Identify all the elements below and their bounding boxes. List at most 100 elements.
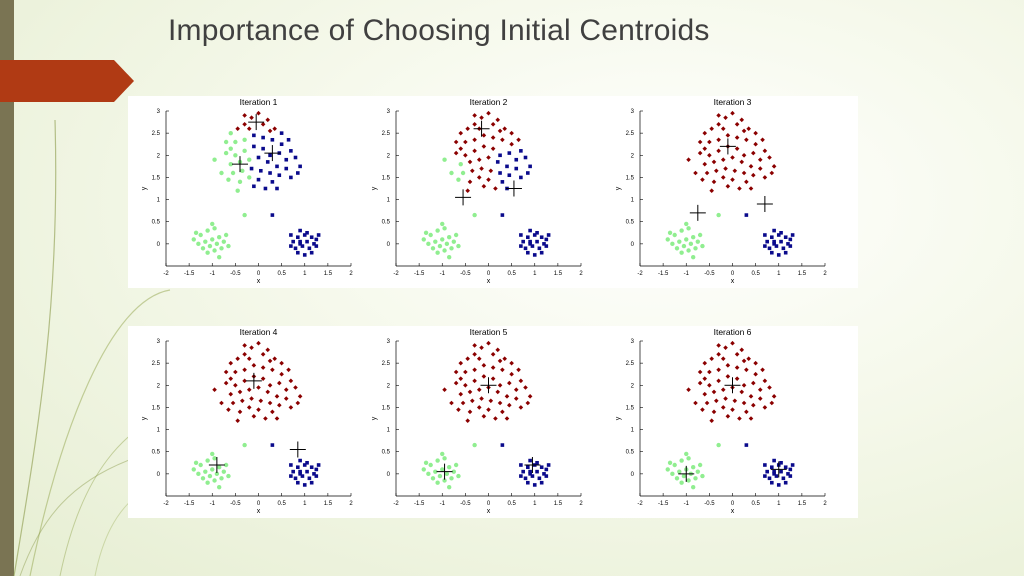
point-blue (539, 480, 544, 485)
y-tick-label: 2.5 (382, 131, 391, 137)
y-tick-label: 0.5 (382, 220, 391, 226)
y-tick-label: 0 (387, 472, 391, 478)
point-blue (528, 239, 532, 244)
y-tick-label: 2.5 (152, 361, 161, 367)
point-red (769, 170, 775, 176)
point-blue (526, 235, 530, 240)
point-green (193, 460, 199, 465)
point-green (472, 212, 477, 218)
point-green (247, 157, 252, 162)
point-red (741, 358, 747, 364)
y-axis-label: y (141, 186, 148, 190)
x-tick-label: -1.5 (658, 501, 669, 507)
point-green (665, 467, 670, 472)
point-blue (542, 242, 546, 246)
x-tick-label: 1 (303, 271, 307, 277)
point-green (440, 221, 445, 227)
x-tick-label: -0.5 (704, 271, 715, 277)
point-green (207, 473, 213, 479)
point-red (283, 387, 289, 393)
point-red (272, 356, 277, 362)
point-red (458, 360, 464, 366)
point-green (198, 232, 203, 238)
point-red (490, 121, 496, 127)
point-green (453, 462, 459, 468)
point-green (235, 188, 240, 193)
point-green (423, 460, 429, 465)
point-red (233, 369, 238, 375)
point-green (667, 230, 673, 235)
point-red (730, 407, 735, 412)
point-green (690, 235, 696, 240)
point-red (757, 157, 763, 163)
point-green (428, 232, 433, 238)
point-green (203, 469, 208, 474)
point-red (707, 369, 712, 375)
point-red (686, 387, 691, 393)
point-red (251, 413, 257, 419)
point-green (677, 469, 682, 474)
point-red (472, 378, 477, 384)
point-red (495, 389, 501, 395)
x-tick-label: -1.5 (414, 501, 425, 507)
point-green (700, 243, 705, 249)
point-blue (532, 253, 537, 257)
point-red (716, 137, 721, 143)
point-green (191, 237, 196, 242)
point-red (249, 345, 254, 350)
point-red (507, 402, 512, 408)
y-tick-label: 2 (157, 383, 161, 389)
point-red (734, 146, 740, 151)
point-blue (772, 239, 776, 244)
y-tick-label: 2 (387, 383, 391, 389)
point-red (470, 398, 475, 404)
point-blue (535, 469, 539, 474)
point-green (210, 237, 215, 242)
centroid-marker (524, 457, 541, 473)
point-red (235, 356, 240, 362)
centroid-marker (455, 189, 472, 206)
point-blue (519, 149, 523, 153)
point-red (757, 166, 763, 171)
point-green (442, 226, 447, 231)
point-red (449, 400, 454, 406)
point-green (430, 476, 436, 481)
point-blue (535, 230, 539, 235)
point-green (437, 243, 443, 249)
x-tick-label: 0 (257, 501, 261, 507)
point-red (709, 188, 714, 194)
centroid-marker (678, 465, 695, 482)
point-red (730, 177, 735, 182)
point-red (509, 141, 514, 147)
point-red (472, 367, 477, 373)
point-green (421, 237, 426, 242)
chart-title: Iteration 2 (470, 97, 508, 107)
point-blue (291, 469, 295, 474)
point-red (265, 117, 271, 123)
point-blue (544, 244, 549, 248)
point-red (242, 121, 247, 127)
point-green (212, 157, 217, 162)
point-red (490, 376, 496, 381)
point-blue (539, 250, 544, 255)
point-green (686, 226, 691, 231)
point-red (686, 157, 691, 163)
y-tick-label: 2 (631, 383, 635, 389)
point-green (426, 471, 431, 477)
point-red (458, 391, 464, 397)
point-green (442, 248, 447, 253)
point-red (509, 371, 514, 377)
point-red (707, 152, 712, 158)
point-red (297, 394, 303, 399)
point-green (210, 467, 215, 472)
point-red (704, 400, 710, 406)
point-blue (284, 166, 289, 171)
point-blue (312, 472, 316, 476)
point-red (739, 389, 745, 395)
y-tick-label: 0 (387, 242, 391, 248)
x-tick-label: -0.5 (460, 271, 471, 277)
point-green (444, 471, 450, 477)
point-green (242, 212, 247, 218)
point-red (702, 146, 708, 151)
point-green (446, 465, 452, 470)
